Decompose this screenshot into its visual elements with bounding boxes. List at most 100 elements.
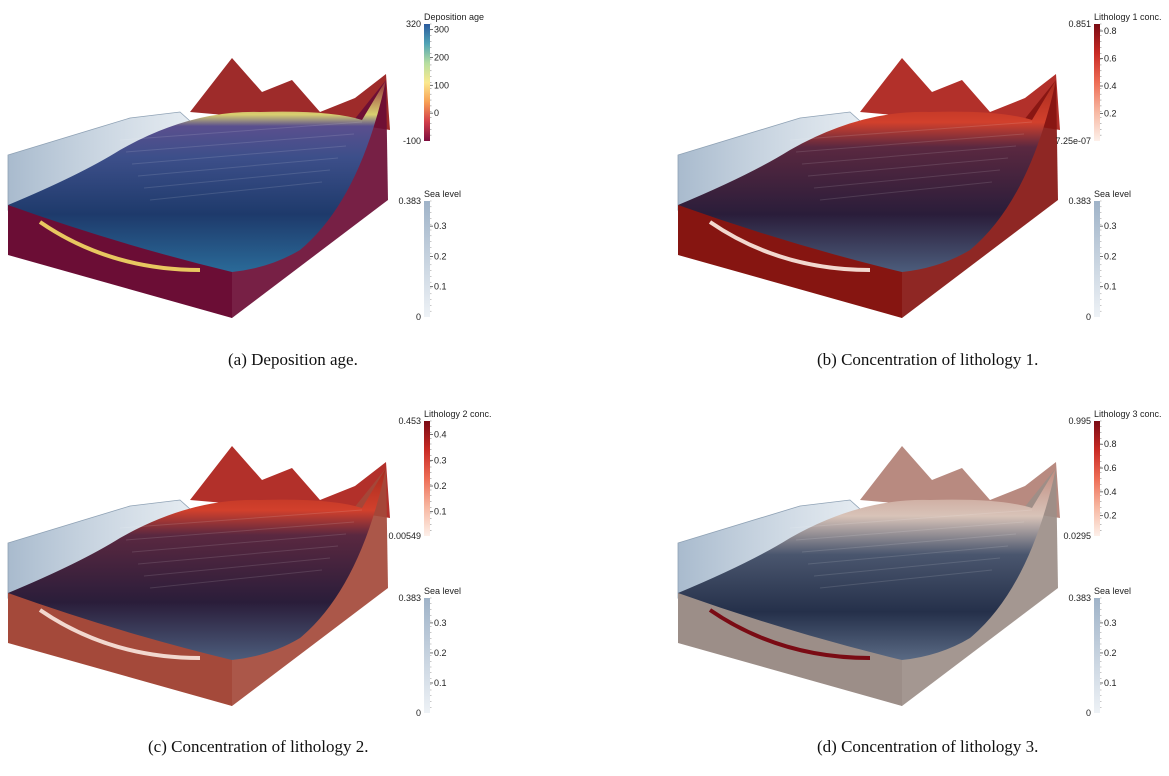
colorbar-gradient [1094,421,1100,536]
layer-line [789,509,1033,529]
panel-c: Lithology 2 conc. 0.453 0.00549 0.4 0.3 0.2 0.… [0,388,585,776]
panel-d-figure: Lithology 3 conc.0.995 0.0295 0.8 0.6 0.4 0.2… [677,409,1162,718]
sealevel-tick-label: 0.3 [1104,618,1117,628]
layer-line [149,181,323,201]
colorbar-title: Lithology 3 conc. [1094,409,1162,419]
colorbar-tick-label: 0.4 [1104,81,1117,91]
layer-line [137,157,339,177]
colorbar-gradient [424,421,430,536]
sealevel-tick-label: 0.2 [434,648,447,658]
channel-trace [708,220,871,272]
channel-trace [38,608,201,660]
mountain-relief [190,58,390,130]
colorbar-min-label: -100 [403,136,421,146]
layer-line [801,533,1017,553]
colorbar-gradient [1094,24,1100,141]
colorbar-tick-label: 200 [434,52,449,62]
layer-line [137,545,339,565]
sealevel-tick-label: 0.1 [1104,678,1117,688]
channel-trace [708,608,871,660]
layer-line [813,169,1001,189]
sealevel-min-label: 0 [416,708,421,718]
sealevel-title: Sea level [424,586,461,596]
layer-line [119,509,363,529]
deposit-top-surface [678,468,1056,660]
layer-line [125,521,355,541]
mountain-relief [190,446,390,518]
colorbar-tick-label: 0.4 [434,430,447,440]
layer-line [807,545,1009,565]
colorbar: Lithology 3 conc.0.995 0.0295 0.8 0.6 0.4 0.2 [1063,409,1161,541]
layer-line [143,169,331,189]
layer-line [125,133,355,153]
layer-line [795,133,1025,153]
sealevel-max-label: 0.383 [1068,593,1091,603]
sealevel-tick-label: 0.1 [434,678,447,688]
colorbar-tick-label: 0 [434,108,439,118]
sealevel-title: Sea level [1094,189,1131,199]
sealevel-max-label: 0.383 [1068,196,1091,206]
colorbar-max-label: 0.453 [398,416,421,426]
sealevel-tick-label: 0.2 [434,251,447,261]
sealevel-gradient [1094,201,1100,317]
deposit-top-surface [8,468,386,660]
colorbar-tick-label: 100 [434,80,449,90]
sealevel-tick-label: 0.1 [1104,282,1117,292]
colorbar-tick-label: 0.4 [1104,487,1117,497]
colorbar-tick-label: 0.2 [434,481,447,491]
layer-line [807,157,1009,177]
sealevel-tick-label: 0.3 [434,221,447,231]
sealevel-tick-label: 0.1 [434,282,447,292]
sealevel-tick-label: 0.2 [1104,648,1117,658]
colorbar-tick-label: 0.2 [1104,511,1117,521]
colorbar-min-label: 7.25e-07 [1055,136,1091,146]
caption-d: (d) Concentration of lithology 3. [817,737,1039,756]
colorbar: Lithology 1 conc.0.851 7.25e-07 0.8 0.6 0.4 0… [1055,12,1161,146]
block-rendering [677,58,1060,318]
colorbar-title: Lithology 2 conc. [424,409,492,419]
sealevel-gradient [424,201,430,317]
layer-line [131,145,347,165]
colorbar: Lithology 2 conc.0.453 0.00549 0.4 0.3 0.2 0.… [388,409,491,541]
panel-a: Deposition age 320 -100 300 200 100 0 Sea level… [0,0,585,388]
caption-b: (b) Concentration of lithology 1. [817,350,1039,369]
sealevel-title: Sea level [424,189,461,199]
panel-b: Lithology 1 conc. 0.851 7.25e-07 0.8 0.6 0.4 0… [585,0,1169,388]
layer-line [819,181,993,201]
colorbar-tick-label: 0.6 [1104,463,1117,473]
layer-line [143,557,331,577]
layer-line [819,569,993,589]
layer-line [119,121,363,141]
sealevel-max-label: 0.383 [398,593,421,603]
block-rendering [677,446,1060,706]
colorbar-tick-label: 300 [434,25,449,35]
block-rendering [7,58,390,318]
panel-c-figure: Lithology 2 conc.0.453 0.00549 0.4 0.3 0.2 0.… [7,409,492,718]
layer-line [149,569,323,589]
colorbar-gradient [424,24,430,141]
colorbar-min-label: 0.0295 [1063,531,1091,541]
colorbar-tick-label: 0.8 [1104,439,1117,449]
colorbar-tick-label: 0.3 [434,455,447,465]
colorbar-max-label: 0.851 [1068,19,1091,29]
colorbar-max-label: 320 [406,19,421,29]
sealevel-tick-label: 0.3 [434,618,447,628]
layer-line [801,145,1017,165]
deposit-top-surface [8,80,386,272]
block-rendering [7,446,390,706]
layer-line [789,121,1033,141]
mountain-relief [860,446,1060,518]
sealevel-gradient [1094,598,1100,713]
layer-line [795,521,1025,541]
colorbar-title: Lithology 1 conc. [1094,12,1162,22]
colorbar-title: Deposition age [424,12,484,22]
sealevel-min-label: 0 [1086,708,1091,718]
layer-line [131,533,347,553]
sealevel-gradient [424,598,430,713]
colorbar-tick-label: 0.2 [1104,109,1117,119]
